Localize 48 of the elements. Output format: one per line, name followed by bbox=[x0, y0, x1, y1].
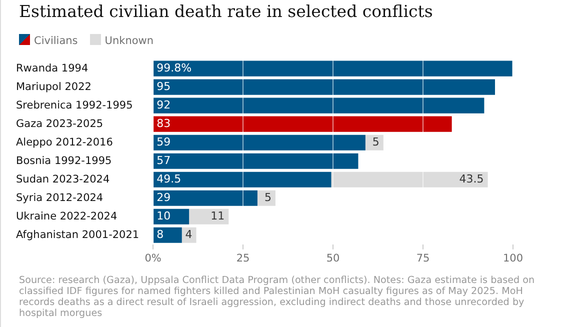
data-label: 92 bbox=[156, 98, 171, 112]
y-tick-label: Mariupol 2022 bbox=[16, 80, 92, 93]
legend-label: Civilians bbox=[33, 34, 78, 47]
y-tick-label: Gaza 2023-2025 bbox=[16, 118, 104, 130]
bar bbox=[154, 190, 258, 206]
x-tick-label: 50 bbox=[326, 252, 340, 264]
data-label: 57 bbox=[156, 154, 171, 167]
bar bbox=[365, 134, 384, 150]
data-label: 83 bbox=[156, 116, 171, 130]
bar bbox=[189, 208, 229, 224]
x-tick-label: 0% bbox=[144, 252, 162, 264]
bar bbox=[154, 208, 190, 224]
data-label: 95 bbox=[156, 80, 171, 93]
x-tick-label: 25 bbox=[236, 252, 250, 264]
y-tick-label: Aleppo 2012-2016 bbox=[16, 136, 114, 148]
data-label: 59 bbox=[156, 135, 171, 148]
bar bbox=[331, 172, 488, 188]
legend-label: Unknown bbox=[104, 34, 154, 47]
y-tick-label: Rwanda 1994 bbox=[16, 62, 88, 74]
bar bbox=[154, 134, 366, 150]
x-tick-label: 100 bbox=[502, 252, 524, 264]
bar bbox=[257, 190, 276, 206]
data-label: 5 bbox=[372, 135, 380, 148]
bar bbox=[154, 153, 358, 169]
x-tick-label: 75 bbox=[416, 252, 430, 264]
data-label: 99.8% bbox=[156, 61, 192, 74]
data-label: 10 bbox=[156, 209, 171, 222]
bar bbox=[154, 116, 452, 132]
data-label: 43.5 bbox=[459, 172, 484, 186]
chart-title: Estimated civilian death rate in selected conflicts bbox=[19, 2, 433, 21]
y-tick-label: Afghanistan 2001-2021 bbox=[16, 228, 140, 241]
bar bbox=[154, 60, 512, 76]
bar bbox=[154, 227, 182, 243]
bar bbox=[154, 98, 484, 114]
data-label: 5 bbox=[264, 190, 272, 204]
y-tick-label: Ukraine 2022-2024 bbox=[16, 210, 118, 222]
y-tick-label: Sudan 2023-2024 bbox=[16, 173, 110, 186]
bar bbox=[154, 79, 496, 95]
source-note: Source: research (Gaza), Uppsala Conflict Data Program (other conflicts). Notes: Gaza estimate is based on classified IDF figures for named fighters killed and Palestinian MoH casualty figures as of May 2025. MoH records deaths as a direct result of Israeli aggression, excluding indirect deaths and those unrecorded by hospital morgues bbox=[19, 275, 536, 319]
y-tick-label: Srebrenica 1992-1995 bbox=[16, 99, 133, 112]
data-label: 8 bbox=[156, 228, 164, 242]
data-label: 11 bbox=[210, 209, 225, 222]
y-tick-label: Bosnia 1992-1995 bbox=[16, 154, 112, 167]
bar bbox=[154, 172, 332, 188]
data-label: 49.5 bbox=[156, 172, 182, 186]
y-tick-label: Syria 2012-2024 bbox=[16, 192, 104, 204]
data-label: 4 bbox=[185, 228, 192, 242]
data-label: 29 bbox=[156, 190, 171, 204]
